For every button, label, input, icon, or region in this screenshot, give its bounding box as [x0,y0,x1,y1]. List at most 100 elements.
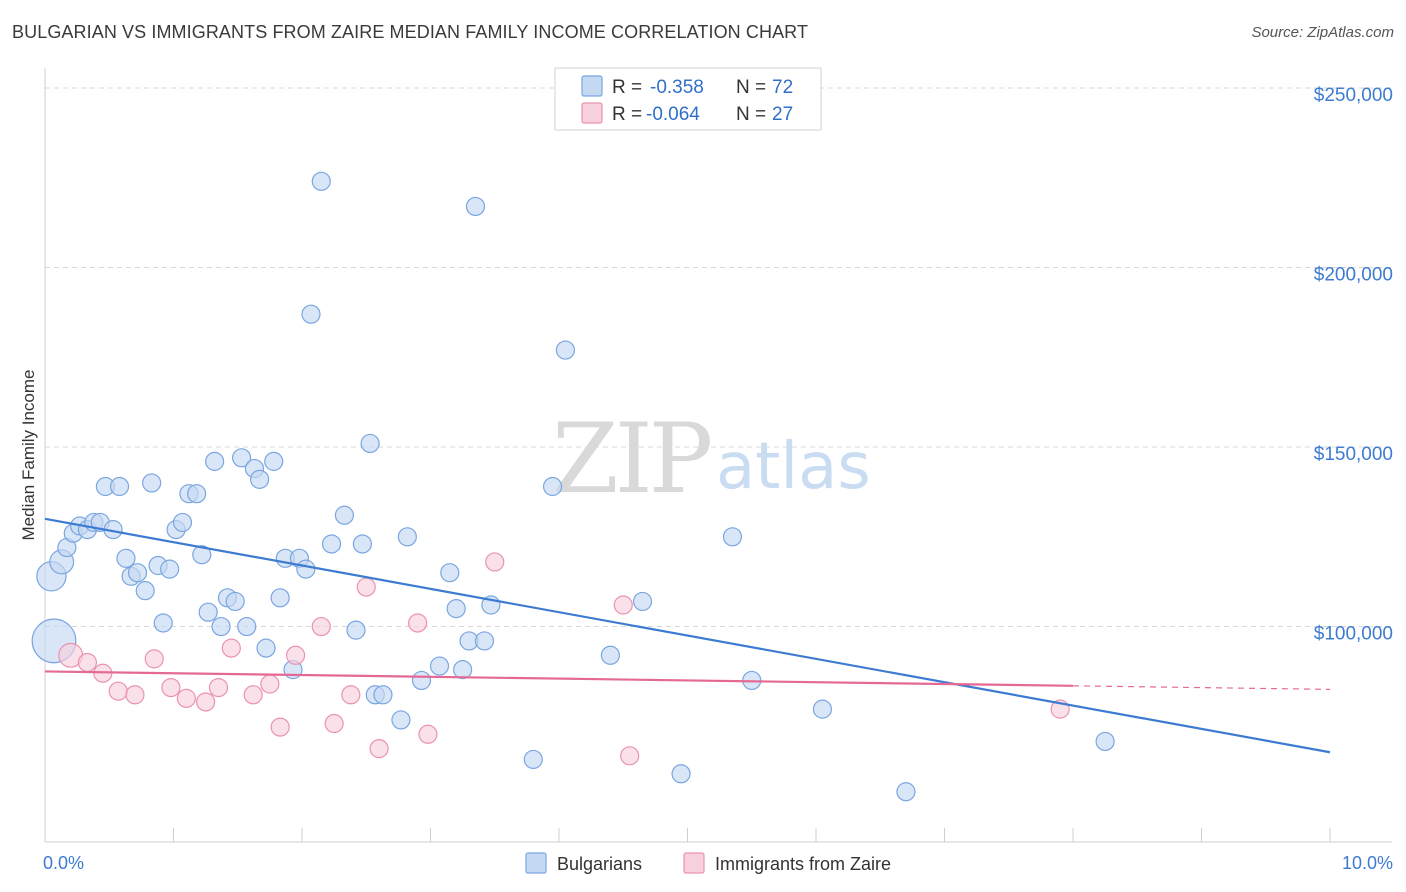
legend-r-label: R = [612,77,642,98]
point-bulgarians [135,581,155,601]
point-zaire [285,645,306,665]
y-tick-label: $200,000 [1314,264,1393,285]
point-bulgarians [352,534,372,554]
point-bulgarians [116,548,136,568]
point-bulgarians [397,527,417,547]
point-bulgarians [373,685,393,705]
point-zaire [324,713,344,734]
point-zaire [108,681,128,701]
point-bulgarians [321,534,342,554]
point-zaire [125,685,145,705]
point-zaire [485,552,505,572]
point-zaire [196,692,216,712]
bottom-legend-bulgarians: Bulgarians [557,854,642,874]
watermark-zip: ZIP [552,403,711,515]
y-tick-label: $150,000 [1314,444,1393,465]
point-bulgarians [671,764,691,784]
point-zaire [221,638,241,658]
point-bulgarians [205,451,225,471]
point-zaire [408,613,428,633]
chart-source: Source: ZipAtlas.com [1251,24,1394,41]
point-bulgarians [232,448,252,468]
point-bulgarians [249,469,270,489]
trend-lines [44,517,1331,754]
y-tick-label: $100,000 [1314,624,1393,645]
point-bulgarians [172,512,193,533]
point-bulgarians [1095,731,1115,752]
legend-swatch-bulgarians [581,75,603,97]
legend-n-label: N = [736,104,766,125]
legend: R = -0.358 N = 72 R = -0.064 N = 27 [554,67,822,131]
y-tick-labels: $100,000 $150,000 $200,000 $250,000 [1314,85,1393,645]
point-bulgarians [264,451,284,471]
point-bulgarians [270,588,290,608]
gridlines [45,87,1392,628]
data-points [31,171,1115,802]
point-bulgarians [142,473,162,493]
point-zaire [208,677,229,698]
x-tick-label: 10.0% [1342,853,1393,873]
point-bulgarians [301,304,321,324]
point-bulgarians [198,602,218,622]
y-tick-label: $250,000 [1314,85,1393,106]
chart-title: BULGARIAN VS IMMIGRANTS FROM ZAIRE MEDIA… [12,22,809,42]
point-bulgarians [334,505,355,525]
point-bulgarians [109,476,130,497]
trend-line-zaire-extension [1072,685,1331,690]
point-bulgarians [632,591,653,612]
point-zaire [620,746,640,766]
point-bulgarians [896,782,916,802]
bottom-legend-zaire: Immigrants from Zaire [715,854,891,874]
point-bulgarians [346,620,366,640]
point-bulgarians [429,656,450,676]
point-bulgarians [211,616,231,637]
point-bulgarians [411,670,432,691]
point-zaire [369,739,389,759]
bottom-legend-swatch-zaire [683,852,705,874]
trend-line-bulgarians [44,517,1331,754]
point-bulgarians [542,476,563,497]
point-zaire [144,649,164,669]
point-zaire [418,724,438,744]
point-bulgarians [153,613,173,633]
legend-n-value: 27 [772,104,793,125]
point-zaire [77,652,98,673]
point-zaire [260,674,280,694]
legend-n-label: N = [736,77,766,98]
point-bulgarians [360,433,380,454]
point-bulgarians [192,545,212,565]
point-zaire [613,595,633,615]
point-zaire [311,616,331,637]
bottom-legend-swatch-bulgarians [525,852,547,874]
point-bulgarians [474,631,495,651]
point-bulgarians [523,749,543,770]
point-bulgarians [600,645,621,665]
point-bulgarians [237,616,257,637]
point-bulgarians [256,638,276,658]
bottom-legend: Bulgarians Immigrants from Zaire [525,852,891,874]
point-bulgarians [446,599,466,619]
point-bulgarians [440,563,460,583]
point-zaire [356,577,376,597]
point-zaire [270,717,290,737]
point-zaire [176,688,196,708]
point-bulgarians [812,699,833,719]
point-bulgarians [311,171,331,191]
point-bulgarians [296,559,316,579]
trend-line-zaire [44,670,1074,687]
legend-r-value: -0.358 [650,77,704,98]
point-zaire [341,685,361,705]
x-tick-labels: 0.0% 10.0% [43,853,1393,873]
axes [44,68,1392,843]
point-bulgarians [225,591,245,612]
legend-r-label: R = [612,104,642,125]
watermark: ZIP atlas [552,403,871,515]
legend-r-value: -0.064 [646,104,700,125]
y-axis-label: Median Family Income [19,369,38,540]
point-bulgarians [160,559,180,579]
point-bulgarians [187,484,207,504]
watermark-atlas: atlas [716,430,871,504]
point-bulgarians [555,340,576,360]
x-tick-label: 0.0% [43,853,84,873]
point-zaire [243,685,263,705]
